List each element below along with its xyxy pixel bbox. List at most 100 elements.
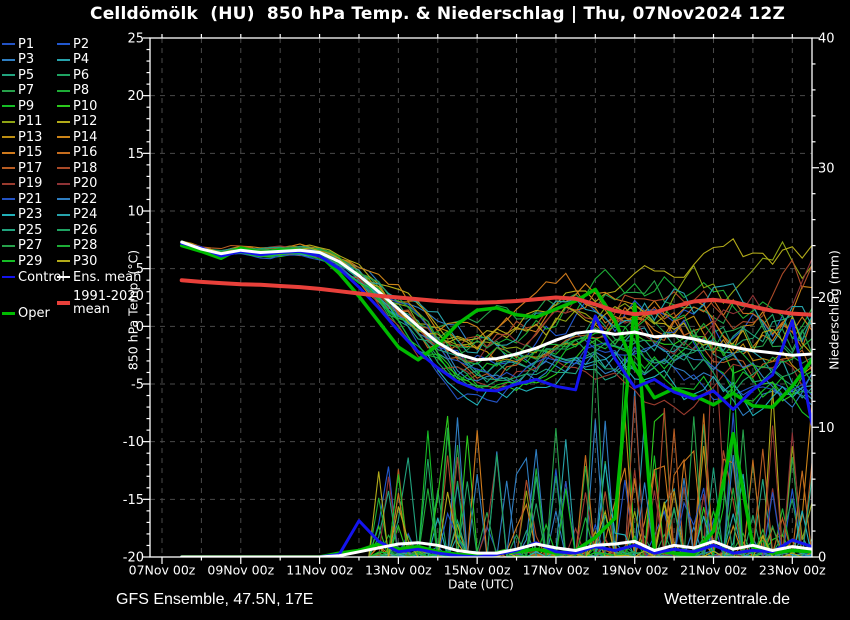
ens-mean-temp-line [180,240,812,362]
legend-member-P14-swatch [57,136,70,138]
legend-member-P30: P30 [57,253,97,269]
legend-oper: Oper [2,305,50,321]
y-left-axis-title: 850 hPa Temp. (°C) [126,250,141,370]
legend-member-P5-swatch [2,74,15,76]
legend-member-P25-label: P25 [18,222,43,238]
y-left-tick-label: -20 [123,551,144,566]
legend-member-P8-swatch [57,89,70,92]
legend-climate-mean-label: 1991-2020 mean [73,289,144,317]
legend-control: Control [2,269,65,285]
axis-ticks [143,34,819,564]
legend-member-P1-swatch [2,43,15,45]
legend-member-P2-label: P2 [73,36,90,52]
legend-member-P25: P25 [2,222,42,238]
legend-member-P9: P9 [2,98,34,114]
legend-member-P17-swatch [2,167,15,169]
legend-member-P27-label: P27 [18,238,43,253]
legend-member-P13-swatch [2,136,15,138]
member-temp-line-P17 [181,241,812,383]
legend-member-P15: P15 [2,145,42,161]
legend-member-P5-label: P5 [18,67,35,83]
member-temp-line-P21 [181,241,812,396]
legend-member-P12-swatch [57,120,70,123]
legend-member-P21-label: P21 [18,191,43,207]
site-credit: Wetterzentrale.de [664,591,790,608]
legend-member-P16-swatch [57,151,70,154]
legend-member-P22: P22 [57,191,97,207]
main-lines [179,240,812,557]
member-temp-line-P8 [181,241,812,349]
member-precip-line-P30 [181,471,812,557]
legend-member-P13-label: P13 [18,129,43,145]
legend-ens-mean-label: Ens. mean [73,269,142,285]
y-right-tick-label: 20 [818,291,835,306]
legend-member-P27-swatch [2,244,15,247]
legend-member-P17: P17 [2,160,42,176]
member-temp-line-P27 [181,241,812,357]
legend-member-P1-label: P1 [18,36,35,52]
x-tick-label: 15Nov 00z [444,563,511,578]
legend-member-P7-swatch [2,89,15,92]
legend-oper-swatch [2,311,15,315]
x-tick-label: 13Nov 00z [365,563,432,578]
y-left-tick-label: -15 [123,493,144,508]
legend-member-P8-label: P8 [73,83,90,98]
legend-climate-mean: 1991-2020 mean [57,290,144,316]
legend-member-P29-label: P29 [18,253,43,269]
y-left-tick-label: 15 [127,147,144,162]
legend-member-P10-label: P10 [73,98,98,114]
legend-member-P7-label: P7 [18,83,35,98]
y-left-tick-label: 0 [136,320,144,335]
y-left-tick-label: 20 [127,89,144,104]
legend-member-P12-label: P12 [73,114,98,129]
legend-member-P15-swatch [2,151,15,154]
legend-member-P18-swatch [57,167,70,169]
legend-member-P16-label: P16 [73,145,98,160]
member-precip-line-P22 [181,417,812,557]
legend-member-P6-swatch [57,74,70,76]
x-tick-label: 19Nov 00z [601,563,668,578]
member-temp-line-P11 [181,240,812,354]
legend-member-P21: P21 [2,191,42,207]
legend-member-P30-swatch [57,260,70,262]
legend-member-P9-label: P9 [18,98,35,114]
legend-member-P10: P10 [57,98,97,114]
x-tick-label: 21Nov 00z [680,563,747,578]
member-precip-line-P9 [181,354,812,557]
axis-tick-labels: -20 -15 -10 -5 0 5 10 15 20 25 0 10 20 30 40 07Nov 00z 0… [123,32,842,592]
y-right-axis-title: Niederschlag (mm) [827,250,842,370]
ens-mean-precip-line [180,539,812,557]
y-right-tick-label: 10 [818,421,835,436]
legend-member-P30-label: P30 [73,253,98,269]
x-tick-label: 23Nov 00z [759,563,826,578]
legend-member-P2: P2 [57,36,89,52]
legend-oper-label: Oper [18,305,50,321]
legend-member-P14-label: P14 [73,129,98,145]
legend-ens-mean: Ens. mean [57,269,141,285]
legend-member-P24-label: P24 [73,207,98,222]
member-precip-line-P12 [181,388,812,557]
y-left-tick-label: 10 [127,205,144,220]
legend-member-P22-label: P22 [73,191,98,207]
legend-member-P29: P29 [2,253,42,269]
x-tick-label: 09Nov 00z [207,563,274,578]
legend-member-P2-swatch [57,43,70,45]
y-left-tick-label: 25 [127,32,144,47]
y-right-tick-label: 40 [818,32,835,47]
legend-member-P26-swatch [57,229,70,231]
legend-member-P23-label: P23 [18,207,43,222]
legend-member-P3-swatch [2,58,15,61]
legend-member-P4-swatch [57,58,70,61]
legend-member-P8: P8 [57,83,89,99]
x-tick-label: 11Nov 00z [286,563,353,578]
member-precip-line-P28 [181,432,812,557]
member-temp-line-P30 [181,241,812,355]
legend-member-P28-swatch [57,244,70,247]
legend-member-P23: P23 [2,207,42,223]
legend-member-P26-label: P26 [73,222,98,238]
legend-member-P24-swatch [57,213,70,216]
member-precip-line-P25 [181,467,812,557]
y-left-tick-label: -5 [131,378,144,393]
